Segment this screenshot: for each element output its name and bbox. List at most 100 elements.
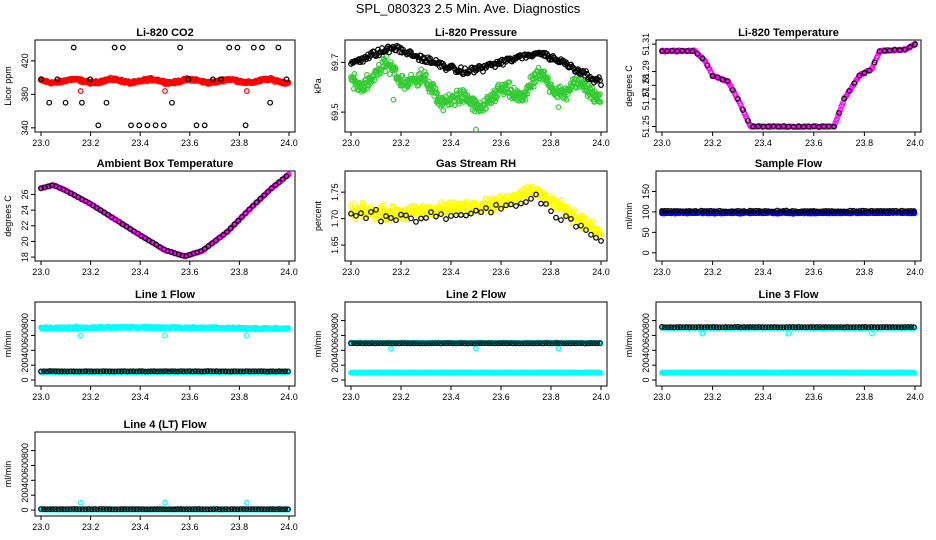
data-point xyxy=(61,368,68,375)
data-point xyxy=(261,368,268,375)
data-point xyxy=(162,332,168,339)
data-point xyxy=(440,107,447,114)
x-tick-label: 24.0 xyxy=(280,138,298,148)
data-point xyxy=(279,176,286,183)
data-point xyxy=(765,208,772,215)
data-point xyxy=(533,78,539,85)
data-point xyxy=(273,368,280,375)
panel-title: Ambient Box Temperature xyxy=(97,158,234,170)
data-point xyxy=(804,208,811,215)
data-point xyxy=(724,78,731,84)
data-point xyxy=(716,207,723,214)
data-point xyxy=(738,208,744,215)
data-point xyxy=(709,73,716,79)
data-point xyxy=(264,368,271,375)
data-point xyxy=(473,207,479,214)
data-point xyxy=(735,96,741,102)
data-point xyxy=(216,368,223,375)
plot-frame xyxy=(34,170,296,262)
data-point xyxy=(70,44,77,51)
plot-frame xyxy=(344,170,608,262)
data-point xyxy=(898,207,905,214)
y-tick-label: 1.65 xyxy=(330,236,340,254)
data-point xyxy=(905,208,911,214)
data-point xyxy=(868,207,875,214)
data-layer xyxy=(38,323,292,376)
data-point xyxy=(695,208,702,215)
data-point xyxy=(907,44,913,50)
y-tick-label: 51.31 xyxy=(641,33,651,56)
data-point xyxy=(246,368,253,375)
data-point xyxy=(353,212,359,219)
data-point xyxy=(908,207,914,214)
series-cyan xyxy=(38,323,292,333)
series-cyan-out xyxy=(388,345,562,352)
y-axis-label: degrees C xyxy=(3,195,13,237)
data-point xyxy=(874,208,881,214)
y-tick-label: 51.25 xyxy=(641,115,651,138)
data-point xyxy=(598,237,604,244)
y-tick-label: 800 xyxy=(20,313,30,328)
data-point xyxy=(889,208,896,214)
y-axis-label: percent xyxy=(313,200,323,231)
x-tick-label: 23.4 xyxy=(754,138,772,148)
data-point xyxy=(810,207,817,214)
y-tick-label: 51.27 xyxy=(641,88,651,111)
data-point xyxy=(373,206,379,213)
data-point xyxy=(231,368,238,375)
data-point xyxy=(665,207,671,214)
y-axis-label: ml/min xyxy=(313,331,323,358)
data-point xyxy=(783,207,790,214)
x-tick-label: 23.8 xyxy=(231,392,249,402)
x-tick-label: 23.2 xyxy=(82,138,100,148)
data-point xyxy=(383,48,389,54)
data-point xyxy=(524,91,531,97)
x-tick-label: 24.0 xyxy=(906,267,924,277)
x-tick-label: 23.8 xyxy=(231,267,249,277)
data-point xyxy=(704,208,711,214)
data-point xyxy=(798,208,805,215)
data-point xyxy=(58,368,65,375)
data-point xyxy=(871,59,878,66)
data-point xyxy=(452,209,459,216)
data-layer xyxy=(348,339,604,376)
data-point xyxy=(77,88,84,94)
data-point xyxy=(762,208,769,214)
data-point xyxy=(193,122,200,129)
series-cyan-low xyxy=(348,369,604,376)
x-tick-label: 24.0 xyxy=(592,267,610,277)
data-point xyxy=(886,208,893,214)
data-point xyxy=(154,368,160,375)
data-point xyxy=(837,107,844,114)
data-point xyxy=(261,192,268,199)
data-point xyxy=(210,368,217,375)
series-line xyxy=(38,74,292,88)
data-point xyxy=(279,368,285,375)
data-point xyxy=(585,82,592,89)
data-point xyxy=(361,87,368,94)
data-point xyxy=(282,368,288,375)
data-point xyxy=(847,207,854,214)
data-point xyxy=(780,208,787,214)
figure-title: SPL_080323 2.5 Min. Ave. Diagnostics xyxy=(355,1,581,16)
data-point xyxy=(380,201,387,208)
x-tick-label: 23.4 xyxy=(131,392,149,402)
data-point xyxy=(134,230,141,237)
data-point xyxy=(551,196,558,202)
y-tick-label: 600 xyxy=(20,328,30,343)
data-point xyxy=(189,368,196,375)
data-point xyxy=(85,368,92,375)
data-point xyxy=(774,207,781,214)
plot-frame xyxy=(34,301,296,387)
y-axis-label: ml/min xyxy=(3,331,13,358)
x-tick-label: 23.8 xyxy=(542,138,560,148)
data-point xyxy=(172,368,178,375)
data-point xyxy=(528,195,534,202)
data-point xyxy=(130,368,137,375)
data-point xyxy=(813,208,820,215)
series-black xyxy=(38,368,291,375)
panel-title: Line 2 Flow xyxy=(446,289,506,301)
x-tick-label: 23.2 xyxy=(392,267,410,277)
